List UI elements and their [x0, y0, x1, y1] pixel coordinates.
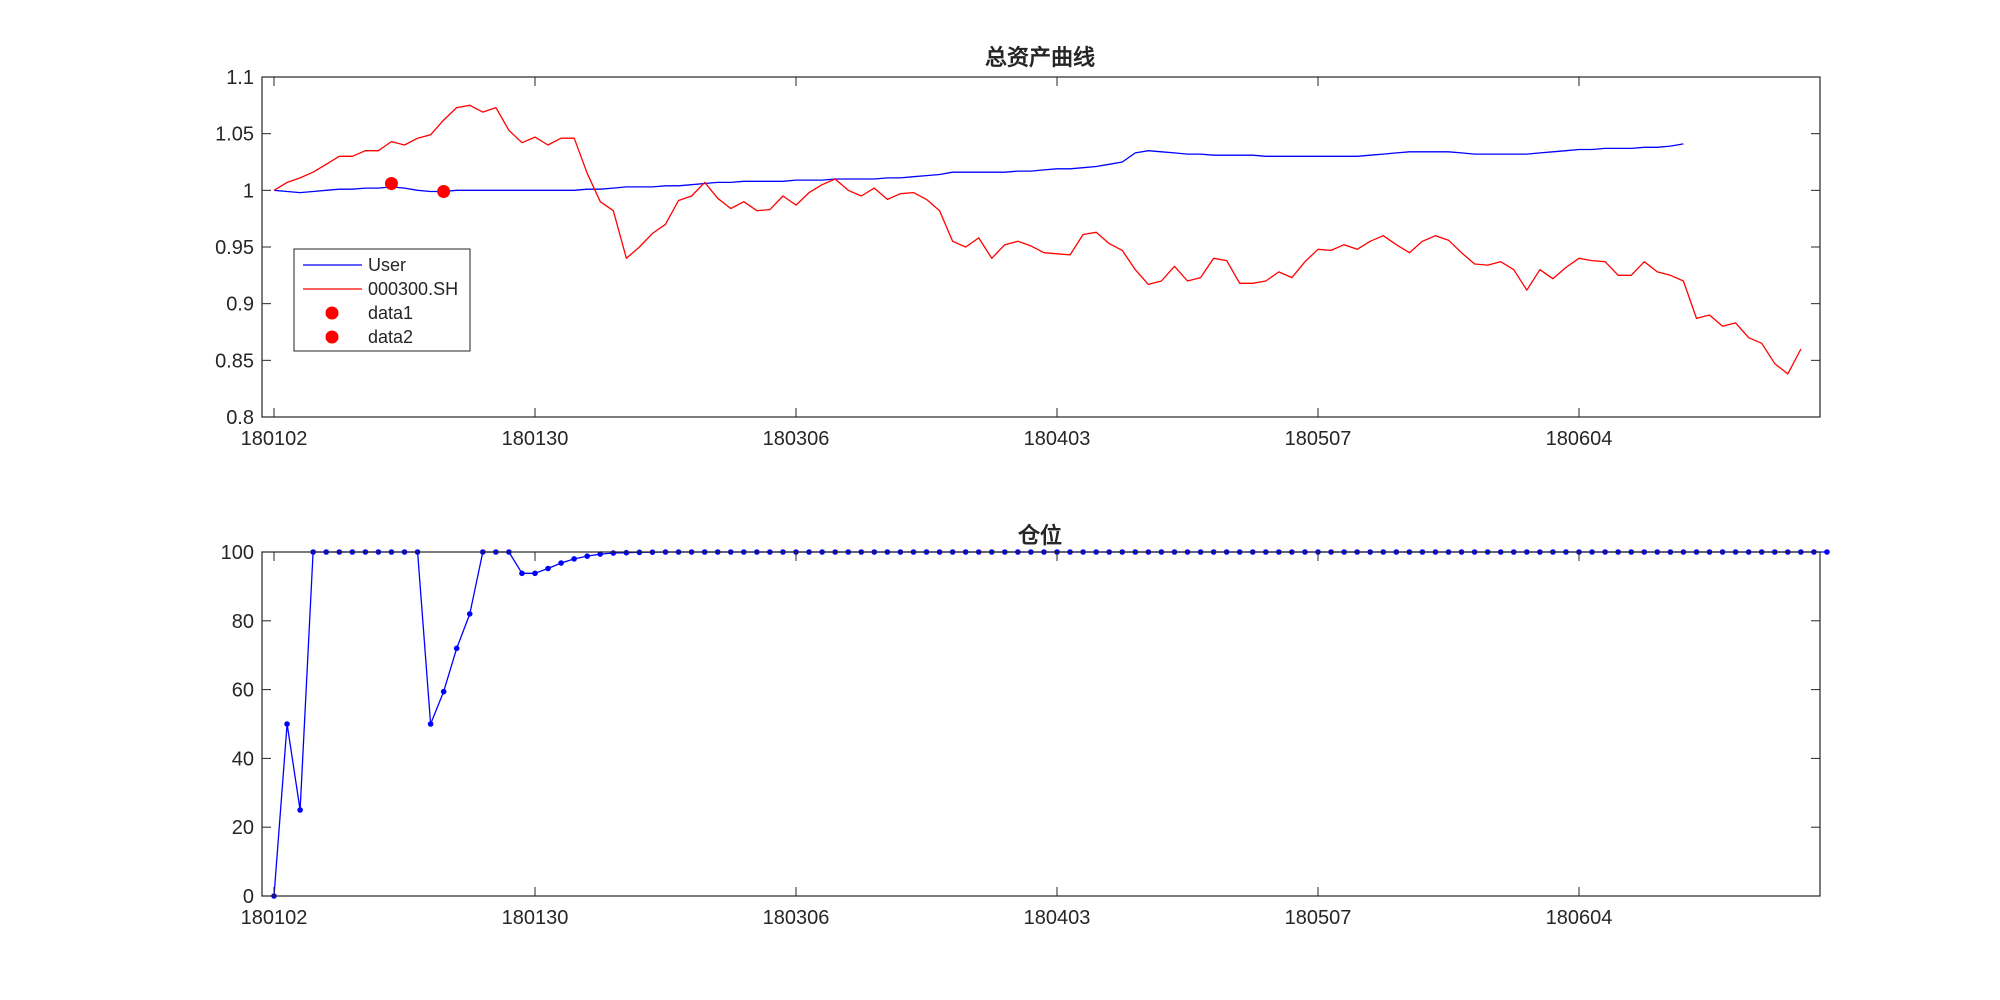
position-ytick-label: 80: [232, 611, 254, 633]
position-data-point: [610, 550, 617, 556]
position-data-point: [284, 721, 290, 727]
position-data-point: [623, 549, 630, 556]
position-xtick-label: 180130: [502, 907, 569, 929]
asset-series-line-1: [273, 104, 1802, 375]
marker-data1: [384, 177, 398, 191]
position-data-point: [545, 565, 551, 572]
position-xtick-label: 180507: [1285, 907, 1352, 929]
position-title: 仓位: [1017, 523, 1062, 548]
position-axes-box: [261, 551, 1821, 897]
asset-ytick-label: 1.05: [215, 124, 254, 146]
position-xtick-label: 180102: [241, 907, 308, 929]
position-data-point: [427, 721, 434, 727]
marker-data2: [437, 184, 451, 198]
position-ytick-label: 0: [243, 886, 254, 908]
legend-data1-label: data1: [368, 303, 413, 323]
legend-data1-marker: [325, 306, 339, 320]
asset-xtick-label: 180403: [1024, 428, 1091, 450]
position-xtick-label: 180604: [1546, 907, 1613, 929]
position-data-point: [532, 570, 538, 577]
asset-xtick-label: 180507: [1285, 428, 1352, 450]
position-ytick-label: 20: [232, 817, 254, 839]
position-data-point: [584, 553, 590, 559]
position-data-point: [1824, 549, 1830, 555]
asset-series-line-0: [273, 143, 1684, 194]
position-data-point: [597, 551, 604, 557]
legend-box: [293, 248, 471, 352]
legend-data2-marker: [325, 330, 339, 344]
position-chart: 仓位 0 20 40 60 80 100 180102 180130 180306 180403 1…: [221, 523, 1830, 929]
asset-curve-ticks: 0.8 0.85 0.9 0.95 1 1.05 1.1 180102 180130 180306…: [215, 67, 1820, 450]
position-data-point: [466, 611, 473, 617]
legend-index-label: 000300.SH: [368, 279, 458, 299]
position-ytick-label: 60: [232, 680, 254, 702]
asset-curve-plot-area: [273, 104, 1802, 375]
position-data-point: [453, 645, 460, 652]
position-ytick-label: 40: [232, 748, 254, 770]
asset-xtick-label: 180130: [502, 428, 569, 450]
position-data-point: [558, 560, 564, 566]
legend: User 000300.SH data1 data2: [293, 248, 471, 352]
asset-xtick-label: 180306: [763, 428, 830, 450]
position-data-point: [297, 807, 303, 813]
position-data-point: [440, 688, 447, 695]
position-xtick-label: 180306: [763, 907, 830, 929]
asset-curve-title: 总资产曲线: [985, 45, 1095, 70]
position-data-point: [571, 556, 577, 562]
asset-ytick-label: 0.85: [215, 350, 254, 372]
position-xtick-label: 180403: [1024, 907, 1091, 929]
asset-ytick-label: 1.1: [226, 67, 254, 89]
legend-user-label: User: [368, 255, 406, 275]
position-ticks: 0 20 40 60 80 100 180102 180130 180306 180403 1805…: [221, 542, 1820, 929]
asset-xtick-label: 180604: [1546, 428, 1613, 450]
position-data-point: [519, 570, 525, 577]
asset-ytick-label: 0.9: [226, 294, 254, 316]
legend-data2-label: data2: [368, 327, 413, 347]
asset-ytick-label: 1: [243, 180, 254, 202]
asset-ytick-label: 0.95: [215, 237, 254, 259]
asset-curve-chart: 总资产曲线 0.8 0.85 0.9 0.95 1 1.05 1.1 180102 180130…: [215, 45, 1821, 450]
asset-xtick-label: 180102: [241, 428, 308, 450]
position-ytick-label: 100: [221, 542, 254, 564]
asset-ytick-label: 0.8: [226, 407, 254, 429]
